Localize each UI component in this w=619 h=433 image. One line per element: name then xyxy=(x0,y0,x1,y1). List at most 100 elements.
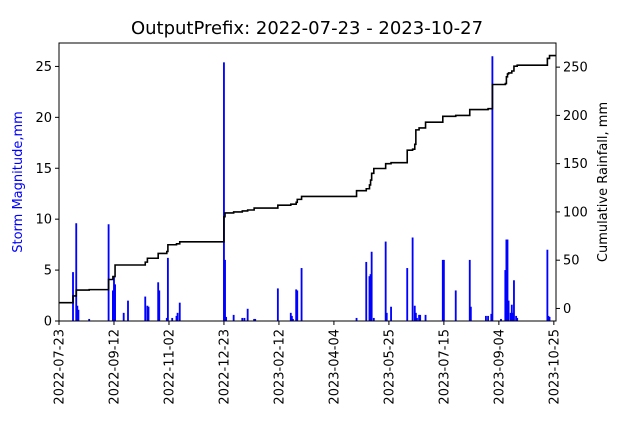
storm-bar xyxy=(491,56,494,322)
y-tick-label-left: 10 xyxy=(35,213,52,228)
storm-bar xyxy=(77,309,80,321)
x-tick-label: 2023-07-15 xyxy=(437,329,452,405)
storm-bar xyxy=(241,317,244,321)
storm-bar xyxy=(157,282,160,321)
plot-frame xyxy=(58,42,557,322)
storm-bar xyxy=(175,315,178,321)
storm-bar xyxy=(254,318,257,321)
storm-bar xyxy=(76,305,79,321)
storm-bar xyxy=(88,318,91,321)
storm-bar xyxy=(510,304,513,321)
storm-bar xyxy=(442,259,445,321)
storm-bar xyxy=(369,274,372,321)
storm-bar xyxy=(178,302,181,321)
storm-bar xyxy=(225,316,228,321)
storm-bar xyxy=(127,300,129,321)
storm-bar xyxy=(146,305,149,321)
x-tick-label: 2022-07-23 xyxy=(53,329,68,405)
x-tick-label: 2022-09-12 xyxy=(107,329,122,405)
storm-bar xyxy=(122,312,125,321)
x-tick-label: 2023-05-25 xyxy=(382,329,397,405)
storm-bar xyxy=(390,306,392,321)
storm-bar xyxy=(165,317,168,321)
storm-bar xyxy=(114,284,116,321)
storm-bar xyxy=(414,312,417,321)
storm-bar xyxy=(468,259,471,321)
storm-bar xyxy=(485,315,487,321)
storm-bar xyxy=(370,251,373,321)
storm-bar xyxy=(385,312,388,321)
storm-bar xyxy=(500,318,502,321)
storm-bar xyxy=(416,317,418,321)
storm-bar xyxy=(158,290,161,321)
y-tick-label-left: 25 xyxy=(35,60,52,75)
storm-bar xyxy=(171,317,174,321)
x-tick-label: 2022-11-02 xyxy=(162,329,177,405)
storm-bar xyxy=(419,314,422,321)
storm-bar xyxy=(253,318,256,321)
y-axis-label-right: Cumulative Rainfall, mm xyxy=(596,102,611,262)
storm-bar xyxy=(296,290,299,321)
y-tick-label-left: 5 xyxy=(44,264,52,279)
x-tick-label: 2023-09-04 xyxy=(492,329,507,405)
storm-bar xyxy=(516,317,519,321)
storm-bar xyxy=(75,223,78,321)
axes xyxy=(58,42,557,322)
x-tick-label: 2022-12-23 xyxy=(217,329,232,405)
storm-bar xyxy=(505,239,508,321)
storm-bar xyxy=(166,257,169,321)
storm-bar xyxy=(368,276,371,321)
y-tick-label-left: 20 xyxy=(35,111,52,126)
storm-bar xyxy=(504,270,507,321)
y-tick-label-left: 0 xyxy=(44,315,52,330)
storm-bar xyxy=(441,259,444,321)
storm-bars xyxy=(72,56,551,322)
storm-bar xyxy=(372,317,375,321)
y-tick-label-right: 100 xyxy=(563,205,588,220)
storm-bar xyxy=(413,305,416,321)
storm-bar xyxy=(547,315,550,321)
storm-bar xyxy=(548,316,551,321)
storm-bar xyxy=(469,306,472,321)
y-axis-label-left: Storm Magnitude,mm xyxy=(11,111,26,253)
storm-bar xyxy=(113,277,115,321)
storm-bar xyxy=(107,224,110,321)
storm-bar xyxy=(111,290,114,321)
storm-bar xyxy=(406,268,409,321)
storm-bar xyxy=(290,315,293,321)
storm-bar xyxy=(246,308,249,321)
storm-bar xyxy=(507,300,510,321)
storm-bar xyxy=(147,306,150,321)
storm-bar xyxy=(243,317,246,321)
y-tick-label-right: 50 xyxy=(563,254,580,269)
storm-bar xyxy=(365,261,368,321)
storm-bar xyxy=(384,241,387,321)
storm-bar xyxy=(454,290,457,321)
y-tick-label-right: 150 xyxy=(563,157,588,172)
storm-bar xyxy=(511,312,514,321)
storm-bar xyxy=(224,259,226,321)
chart-title: OutputPrefix: 2022-07-23 - 2023-10-27 xyxy=(131,18,483,39)
storm-bar xyxy=(232,314,235,321)
storm-bar xyxy=(418,314,420,321)
y-tick-label-right: 200 xyxy=(563,109,588,124)
storm-bar xyxy=(355,317,358,321)
storm-bar xyxy=(176,312,179,321)
x-tick-label: 2023-04-04 xyxy=(327,329,342,405)
y-tick-label-right: 250 xyxy=(563,61,588,76)
x-tick-label: 2023-10-25 xyxy=(547,329,562,405)
y-tick-label-left: 15 xyxy=(35,162,52,177)
storm-bar xyxy=(223,62,225,321)
x-tick-label: 2023-02-12 xyxy=(272,329,287,405)
storm-bar xyxy=(506,239,509,321)
cumulative-line-group xyxy=(59,54,556,304)
storm-bar xyxy=(144,296,147,321)
storm-bar xyxy=(289,312,292,321)
storm-bar xyxy=(515,315,518,321)
storm-bar xyxy=(513,280,515,321)
storm-bar xyxy=(292,318,294,321)
storm-bar xyxy=(411,237,414,321)
y-tick-label-right: 0 xyxy=(563,302,571,317)
cumulative-line xyxy=(59,54,556,304)
